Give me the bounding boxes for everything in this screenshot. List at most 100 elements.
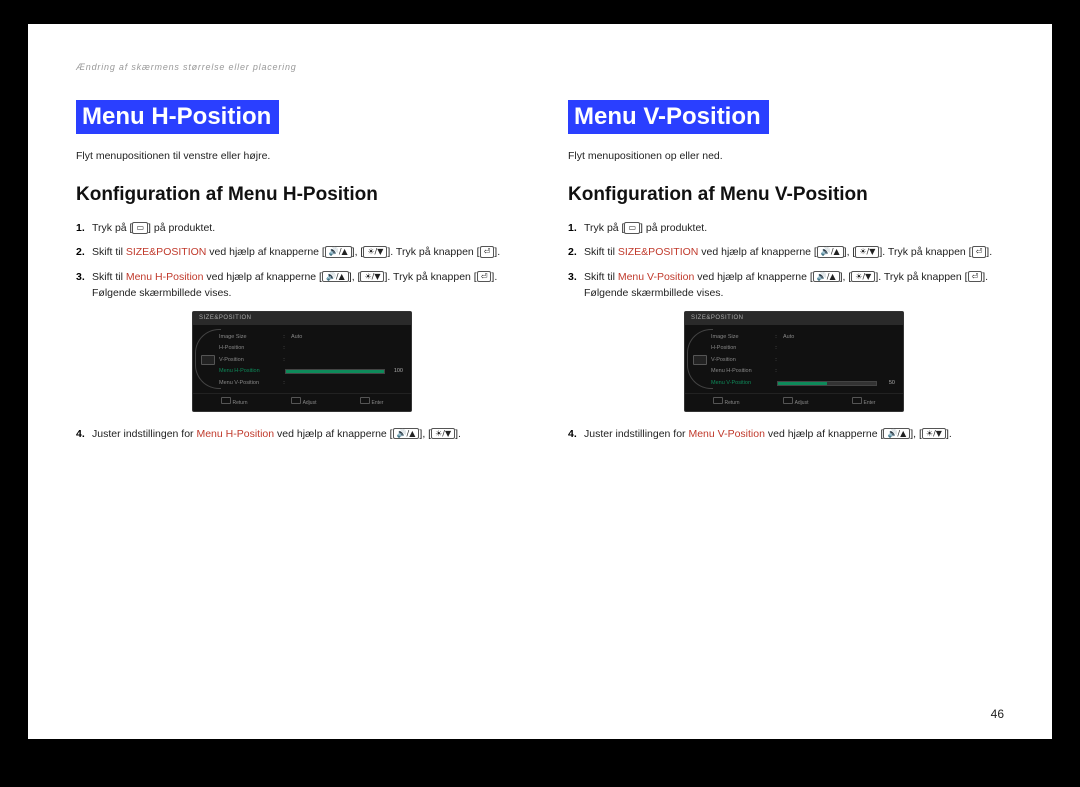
slider-fill <box>286 370 384 373</box>
section-title-h: Menu H-Position <box>76 100 279 134</box>
subhead-v: Konfiguration af Menu V-Position <box>568 184 1004 206</box>
step-1: Tryk på [▭] på produktet. <box>76 220 512 236</box>
text: ved hjælp af knapperne [ <box>694 271 813 283</box>
osd-left-icon-area <box>197 331 219 389</box>
two-column-layout: Menu H-Position Flyt menupositionen til … <box>76 100 1004 450</box>
osd-row-vpos: V-Position: <box>711 354 895 366</box>
osd-row-menu-h-active: Menu H-Position 100 <box>219 366 403 378</box>
text: Juster indstillingen for <box>584 428 688 440</box>
text: ]. Tryk på knappen [ <box>879 246 971 258</box>
osd-row-image-size: Image Size:Auto <box>711 331 895 343</box>
text: ], [ <box>910 428 922 440</box>
osd-row-menu-v: Menu V-Position: <box>219 377 403 389</box>
label: V-Position <box>219 356 281 365</box>
osd-body: Image Size:Auto H-Position: V-Position: … <box>193 325 411 393</box>
text: Skift til <box>584 246 618 258</box>
subhead-h: Konfiguration af Menu H-Position <box>76 184 512 206</box>
text: ved hjælp af knapperne [ <box>765 428 884 440</box>
osd-screenshot-h: SIZE&POSITION Image Size:Auto H-Position… <box>92 311 512 412</box>
footer-enter: Enter <box>360 397 384 408</box>
highlight-menu: Menu V-Position <box>618 271 694 283</box>
label: Menu H-Position <box>711 367 773 376</box>
text: ]. Tryk på knappen [ <box>387 246 479 258</box>
vol-up-icon: 🔊/▲ <box>813 271 840 283</box>
text: ved hjælp af knapperne [ <box>206 246 325 258</box>
label: Image Size <box>219 333 281 342</box>
osd-header: SIZE&POSITION <box>685 312 903 325</box>
bright-down-icon: ☀/▼ <box>363 246 387 258</box>
menu-button-icon: ▭ <box>624 222 640 234</box>
label: H-Position <box>219 344 281 353</box>
bright-down-icon: ☀/▼ <box>855 246 879 258</box>
osd-row-hpos: H-Position: <box>711 343 895 355</box>
enter-icon: ⏎ <box>972 246 987 258</box>
slider <box>777 381 877 386</box>
text: ], [ <box>419 428 431 440</box>
vol-up-icon: 🔊/▲ <box>393 428 420 440</box>
vol-up-icon: 🔊/▲ <box>883 428 910 440</box>
text: Tryk på [ <box>584 222 624 234</box>
text: ] på produktet. <box>640 222 707 234</box>
highlight-menu: Menu V-Position <box>688 428 764 440</box>
osd-category-icon <box>201 355 215 365</box>
section-title-v: Menu V-Position <box>568 100 769 134</box>
osd-screenshot-v: SIZE&POSITION Image Size:Auto H-Position… <box>584 311 1004 412</box>
label: H-Position <box>711 344 773 353</box>
sep: : <box>773 344 779 353</box>
label: V-Position <box>711 356 773 365</box>
vol-up-icon: 🔊/▲ <box>817 246 844 258</box>
text: ved hjælp af knapperne [ <box>203 271 322 283</box>
lead-h: Flyt menupositionen til venstre eller hø… <box>76 150 512 162</box>
sep: : <box>281 379 287 388</box>
step-1: Tryk på [▭] på produktet. <box>568 220 1004 236</box>
osd-category-icon <box>693 355 707 365</box>
highlight-size: SIZE&POSITION <box>126 246 207 258</box>
footer-return: Return <box>713 397 740 408</box>
sep: : <box>281 356 287 365</box>
enter-icon: ⏎ <box>480 246 495 258</box>
highlight-menu: Menu H-Position <box>196 428 274 440</box>
slider-fill <box>778 382 827 385</box>
value: Auto <box>779 333 895 342</box>
steps-v: Tryk på [▭] på produktet. Skift til SIZE… <box>568 220 1004 442</box>
text: ] på produktet. <box>148 222 215 234</box>
step-4: Juster indstillingen for Menu V-Position… <box>568 426 1004 442</box>
sep: : <box>281 344 287 353</box>
osd-row-vpos: V-Position: <box>219 354 403 366</box>
text: ved hjælp af knapperne [ <box>274 428 393 440</box>
highlight-size: SIZE&POSITION <box>618 246 699 258</box>
label: Menu H-Position <box>219 367 281 376</box>
text: ], [ <box>844 246 856 258</box>
step-2: Skift til SIZE&POSITION ved hjælp af kna… <box>568 244 1004 260</box>
bright-down-icon: ☀/▼ <box>360 271 384 283</box>
menu-button-icon: ▭ <box>132 222 148 234</box>
enter-icon: ⏎ <box>477 271 492 283</box>
enter-icon: ⏎ <box>968 271 983 283</box>
osd-footer: Return Adjust Enter <box>193 393 411 411</box>
text: ], [ <box>349 271 361 283</box>
step-3: Skift til Menu V-Position ved hjælp af k… <box>568 269 1004 412</box>
column-left: Menu H-Position Flyt menupositionen til … <box>76 100 512 450</box>
slider-value: 100 <box>385 367 403 376</box>
sep: : <box>773 356 779 365</box>
osd-body: Image Size:Auto H-Position: V-Position: … <box>685 325 903 393</box>
step-3: Skift til Menu H-Position ved hjælp af k… <box>76 269 512 412</box>
value: Auto <box>287 333 403 342</box>
slider-value: 50 <box>877 379 895 388</box>
text: ]. <box>946 428 952 440</box>
footer-enter: Enter <box>852 397 876 408</box>
bright-down-icon: ☀/▼ <box>431 428 455 440</box>
text: Tryk på [ <box>92 222 132 234</box>
manual-page: Ændring af skærmens størrelse eller plac… <box>28 24 1052 739</box>
column-right: Menu V-Position Flyt menupositionen op e… <box>568 100 1004 450</box>
text: ]. Tryk på knappen [ <box>875 271 967 283</box>
label: Image Size <box>711 333 773 342</box>
text: ]. <box>455 428 461 440</box>
osd-list: Image Size:Auto H-Position: V-Position: … <box>219 331 403 389</box>
text: ]. <box>494 246 500 258</box>
vol-up-icon: 🔊/▲ <box>325 246 352 258</box>
highlight-menu: Menu H-Position <box>126 271 204 283</box>
breadcrumb: Ændring af skærmens størrelse eller plac… <box>76 62 1004 72</box>
text: ], [ <box>352 246 364 258</box>
footer-adjust: Adjust <box>783 397 809 408</box>
